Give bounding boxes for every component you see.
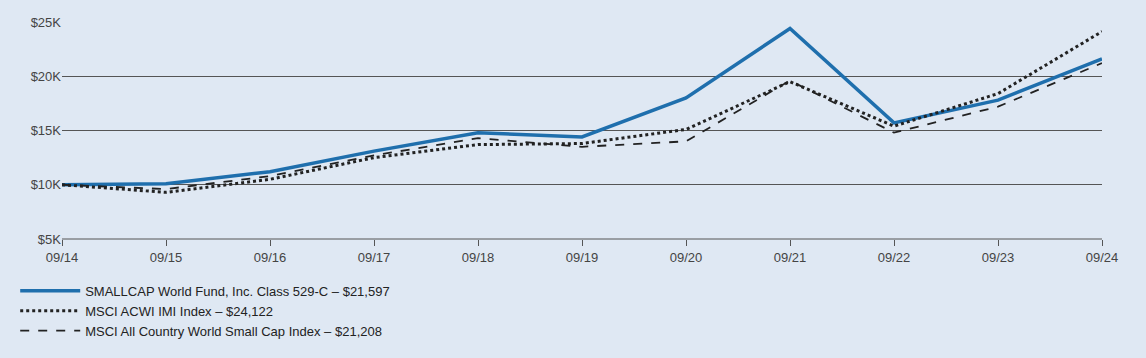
svg-text:09/16: 09/16 — [254, 250, 287, 265]
svg-text:09/18: 09/18 — [462, 250, 495, 265]
svg-text:MSCI All Country World Small C: MSCI All Country World Small Cap Index –… — [85, 324, 382, 339]
svg-text:09/21: 09/21 — [774, 250, 807, 265]
svg-text:$15K: $15K — [31, 123, 62, 138]
svg-text:09/20: 09/20 — [670, 250, 703, 265]
svg-text:09/17: 09/17 — [358, 250, 391, 265]
svg-text:09/14: 09/14 — [46, 250, 79, 265]
svg-text:$25K: $25K — [31, 15, 62, 30]
svg-text:09/23: 09/23 — [982, 250, 1015, 265]
svg-text:09/24: 09/24 — [1086, 250, 1119, 265]
svg-text:$10K: $10K — [31, 177, 62, 192]
svg-text:$20K: $20K — [31, 69, 62, 84]
svg-text:SMALLCAP World Fund, Inc. Clas: SMALLCAP World Fund, Inc. Class 529-C – … — [85, 284, 389, 299]
svg-text:MSCI ACWI IMI Index – $24,122: MSCI ACWI IMI Index – $24,122 — [85, 304, 273, 319]
svg-text:09/19: 09/19 — [566, 250, 599, 265]
svg-text:09/15: 09/15 — [150, 250, 183, 265]
svg-text:$5K: $5K — [38, 232, 61, 247]
svg-text:09/22: 09/22 — [878, 250, 911, 265]
